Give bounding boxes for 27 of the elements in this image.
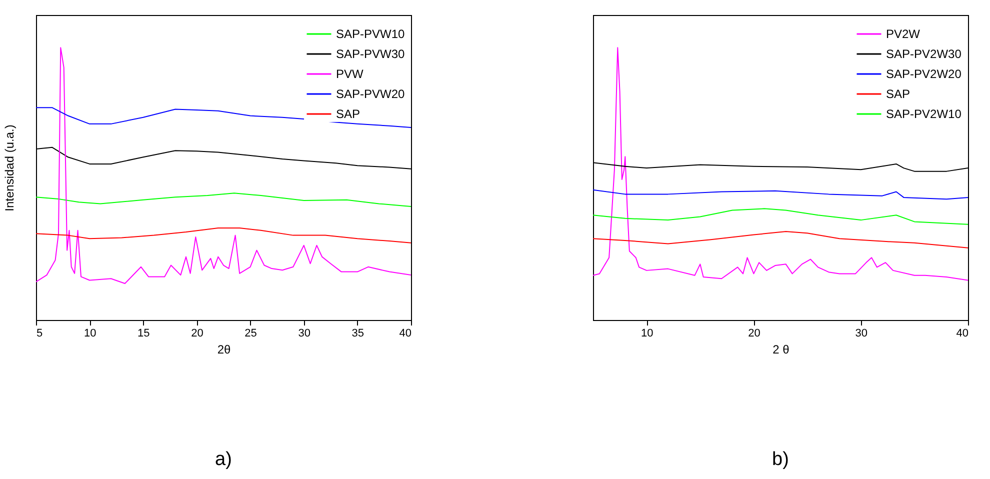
y-axis-title: Intensidad (u.a.)	[2, 124, 16, 212]
legend-label: SAP-PVW20	[336, 87, 406, 101]
legend-label: SAP-PV2W20	[886, 67, 962, 81]
legend-label: PV2W	[886, 27, 921, 41]
x-tick-label: 35	[352, 328, 364, 340]
legend-label: SAP-PV2W10	[886, 107, 962, 121]
legend-label: SAP	[336, 107, 360, 121]
x-tick-label: 15	[138, 328, 150, 340]
legend-label: SAP-PVW30	[336, 47, 406, 61]
x-tick-label: 40	[956, 328, 968, 340]
x-tick-label: 25	[244, 328, 257, 340]
legend-label: SAP	[886, 87, 910, 101]
x-tick-label: 30	[298, 328, 310, 340]
x-tick-label: 40	[399, 328, 412, 340]
x-axis-title: 2 θ	[772, 342, 790, 356]
legend-label: SAP-PV2W30	[886, 47, 962, 61]
x-axis-title: 2θ	[217, 342, 231, 356]
text: a)	[215, 449, 232, 470]
x-tick-label: 5	[36, 328, 43, 340]
text: b)	[772, 449, 789, 470]
x-tick-label: 10	[640, 328, 654, 340]
x-tick-label: 30	[855, 328, 868, 340]
x-tick-label: 20	[748, 328, 760, 340]
x-tick-label: 10	[84, 328, 96, 340]
legend-label: PVW	[336, 67, 364, 81]
legend-label: SAP-PVW10	[336, 27, 406, 41]
x-tick-label: 20	[191, 328, 204, 340]
